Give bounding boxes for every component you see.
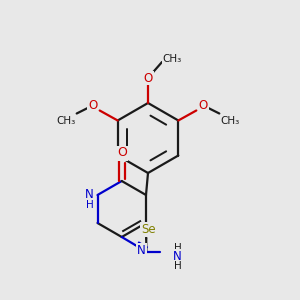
Text: CH₃: CH₃ [56,116,75,125]
Text: N: N [137,244,146,256]
Text: H: H [173,243,181,253]
Text: Se: Se [141,223,155,236]
Text: H: H [173,261,181,271]
Text: CH₃: CH₃ [221,116,240,125]
Text: N: N [173,250,182,263]
Text: CH₃: CH₃ [162,54,182,64]
Text: O: O [199,99,208,112]
Text: O: O [143,71,153,85]
Text: N: N [85,188,94,202]
Text: H: H [85,200,93,210]
Text: O: O [88,99,97,112]
Text: O: O [117,146,127,160]
